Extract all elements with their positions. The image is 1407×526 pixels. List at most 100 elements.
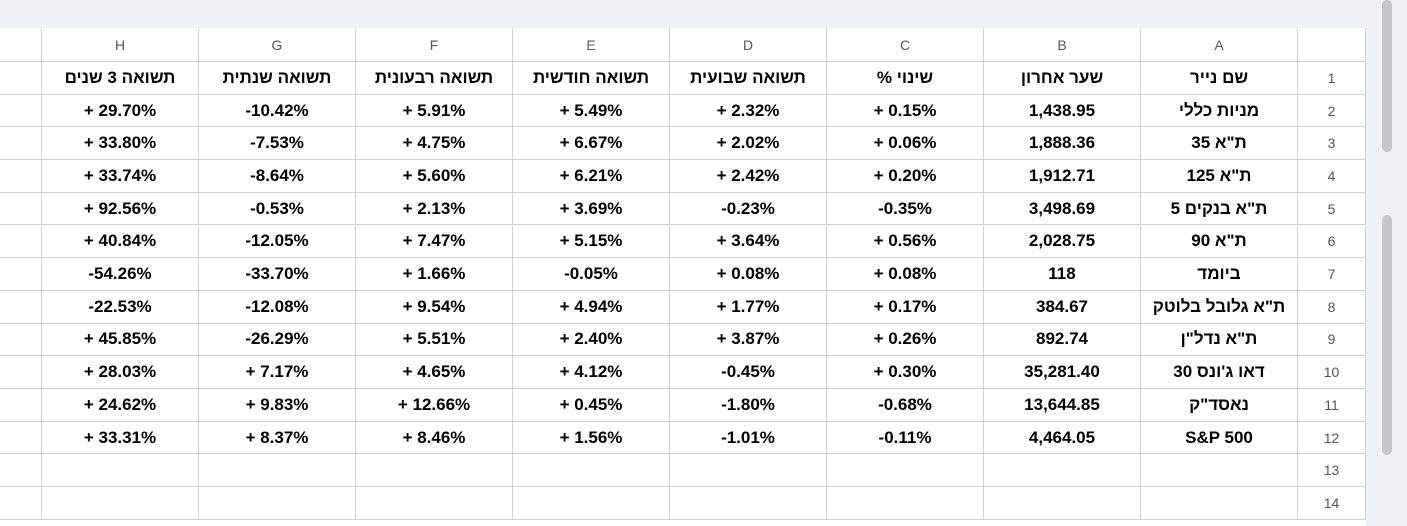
cell[interactable]: 1,888.36 xyxy=(984,127,1141,161)
column-header[interactable]: F xyxy=(356,28,513,62)
scroll-thumb[interactable] xyxy=(1382,215,1392,455)
cell[interactable]: + 0.26% xyxy=(827,323,984,357)
cell[interactable]: שם נייר xyxy=(1141,62,1298,95)
cell[interactable]: 35,281.40 xyxy=(984,356,1141,389)
cell[interactable]: + 12.66% xyxy=(356,389,513,422)
row-header[interactable]: 14 xyxy=(1298,487,1366,520)
cell[interactable]: + 3.69% xyxy=(513,192,670,226)
cell[interactable] xyxy=(0,487,42,520)
cell[interactable]: + 33.31% xyxy=(42,421,199,455)
cell[interactable] xyxy=(0,421,42,455)
cell[interactable] xyxy=(1141,487,1298,520)
cell[interactable]: -0.45% xyxy=(670,356,827,389)
row-header[interactable]: 8 xyxy=(1298,290,1366,324)
cell[interactable] xyxy=(0,160,42,193)
cell[interactable]: -26.29% xyxy=(199,323,356,357)
row-header[interactable]: 10 xyxy=(1298,356,1366,389)
cell[interactable]: ת"א בנקים 5 xyxy=(1141,192,1298,226)
cell[interactable] xyxy=(1141,454,1298,488)
cell[interactable]: -1.80% xyxy=(670,389,827,422)
cell[interactable]: נאסד"ק xyxy=(1141,389,1298,422)
cell[interactable]: תשואה 3 שנים xyxy=(42,62,199,95)
cell[interactable]: + 0.56% xyxy=(827,225,984,259)
cell[interactable]: -1.01% xyxy=(670,421,827,455)
cell[interactable]: + 7.47% xyxy=(356,225,513,259)
cell[interactable] xyxy=(513,454,670,488)
cell[interactable]: + 0.20% xyxy=(827,160,984,193)
cell[interactable] xyxy=(0,323,42,357)
row-header[interactable]: 13 xyxy=(1298,454,1366,488)
cell[interactable] xyxy=(513,487,670,520)
cell[interactable]: + 4.12% xyxy=(513,356,670,389)
scroll-thumb[interactable] xyxy=(1382,0,1392,152)
cell[interactable]: 4,464.05 xyxy=(984,421,1141,455)
cell[interactable]: תשואה רבעונית xyxy=(356,62,513,95)
cell[interactable]: 2,028.75 xyxy=(984,225,1141,259)
cell[interactable]: 1,438.95 xyxy=(984,94,1141,128)
cell[interactable]: -0.35% xyxy=(827,192,984,226)
cell[interactable]: + 0.15% xyxy=(827,94,984,128)
cell[interactable]: תשואה שבועית xyxy=(670,62,827,95)
cell[interactable]: שינוי % xyxy=(827,62,984,95)
cell[interactable]: ת"א 35 xyxy=(1141,127,1298,161)
cell[interactable] xyxy=(670,487,827,520)
cell[interactable]: + 1.66% xyxy=(356,258,513,291)
cell[interactable]: 118 xyxy=(984,258,1141,291)
cell[interactable] xyxy=(356,487,513,520)
cell[interactable] xyxy=(0,389,42,422)
cell[interactable]: 892.74 xyxy=(984,323,1141,357)
row-header[interactable]: 4 xyxy=(1298,160,1366,193)
cell[interactable] xyxy=(984,454,1141,488)
row-header[interactable]: 1 xyxy=(1298,62,1366,95)
cell[interactable]: + 2.02% xyxy=(670,127,827,161)
cell[interactable]: שער אחרון xyxy=(984,62,1141,95)
cell[interactable] xyxy=(0,356,42,389)
cell[interactable]: + 2.32% xyxy=(670,94,827,128)
cell[interactable]: + 33.80% xyxy=(42,127,199,161)
cell[interactable]: מניות כללי xyxy=(1141,94,1298,128)
cell[interactable]: -10.42% xyxy=(199,94,356,128)
cell[interactable]: -0.05% xyxy=(513,258,670,291)
cell[interactable] xyxy=(0,127,42,161)
cell[interactable]: + 40.84% xyxy=(42,225,199,259)
cell[interactable]: ביומד xyxy=(1141,258,1298,291)
cell[interactable]: + 6.21% xyxy=(513,160,670,193)
cell[interactable]: + 4.94% xyxy=(513,290,670,324)
cell[interactable]: + 29.70% xyxy=(42,94,199,128)
cell[interactable]: -0.53% xyxy=(199,192,356,226)
cell[interactable]: -54.26% xyxy=(42,258,199,291)
cell[interactable]: + 3.87% xyxy=(670,323,827,357)
cell[interactable]: -33.70% xyxy=(199,258,356,291)
cell[interactable]: + 6.67% xyxy=(513,127,670,161)
cell[interactable]: + 0.30% xyxy=(827,356,984,389)
row-header[interactable]: 7 xyxy=(1298,258,1366,291)
cell[interactable]: + 5.91% xyxy=(356,94,513,128)
cell[interactable]: + 9.54% xyxy=(356,290,513,324)
cell[interactable]: + 1.56% xyxy=(513,421,670,455)
cell[interactable]: 13,644.85 xyxy=(984,389,1141,422)
cell[interactable]: + 5.49% xyxy=(513,94,670,128)
cell[interactable]: + 2.13% xyxy=(356,192,513,226)
row-header[interactable]: 12 xyxy=(1298,421,1366,455)
cell[interactable] xyxy=(0,94,42,128)
cell[interactable] xyxy=(199,454,356,488)
cell[interactable]: + 8.46% xyxy=(356,421,513,455)
row-header[interactable]: 2 xyxy=(1298,94,1366,128)
column-header[interactable]: G xyxy=(199,28,356,62)
cell[interactable] xyxy=(356,454,513,488)
cell[interactable] xyxy=(984,487,1141,520)
cell[interactable]: + 7.17% xyxy=(199,356,356,389)
cell[interactable]: + 4.65% xyxy=(356,356,513,389)
cell[interactable]: -0.11% xyxy=(827,421,984,455)
cell[interactable]: + 9.83% xyxy=(199,389,356,422)
cell[interactable]: + 4.75% xyxy=(356,127,513,161)
cell[interactable]: דאו ג'ונס 30 xyxy=(1141,356,1298,389)
cell[interactable]: 384.67 xyxy=(984,290,1141,324)
cell[interactable]: 3,498.69 xyxy=(984,192,1141,226)
cell[interactable] xyxy=(0,62,42,95)
cell[interactable]: -7.53% xyxy=(199,127,356,161)
cell[interactable] xyxy=(670,454,827,488)
cell[interactable]: + 2.42% xyxy=(670,160,827,193)
cell[interactable]: -22.53% xyxy=(42,290,199,324)
cell[interactable] xyxy=(0,192,42,226)
